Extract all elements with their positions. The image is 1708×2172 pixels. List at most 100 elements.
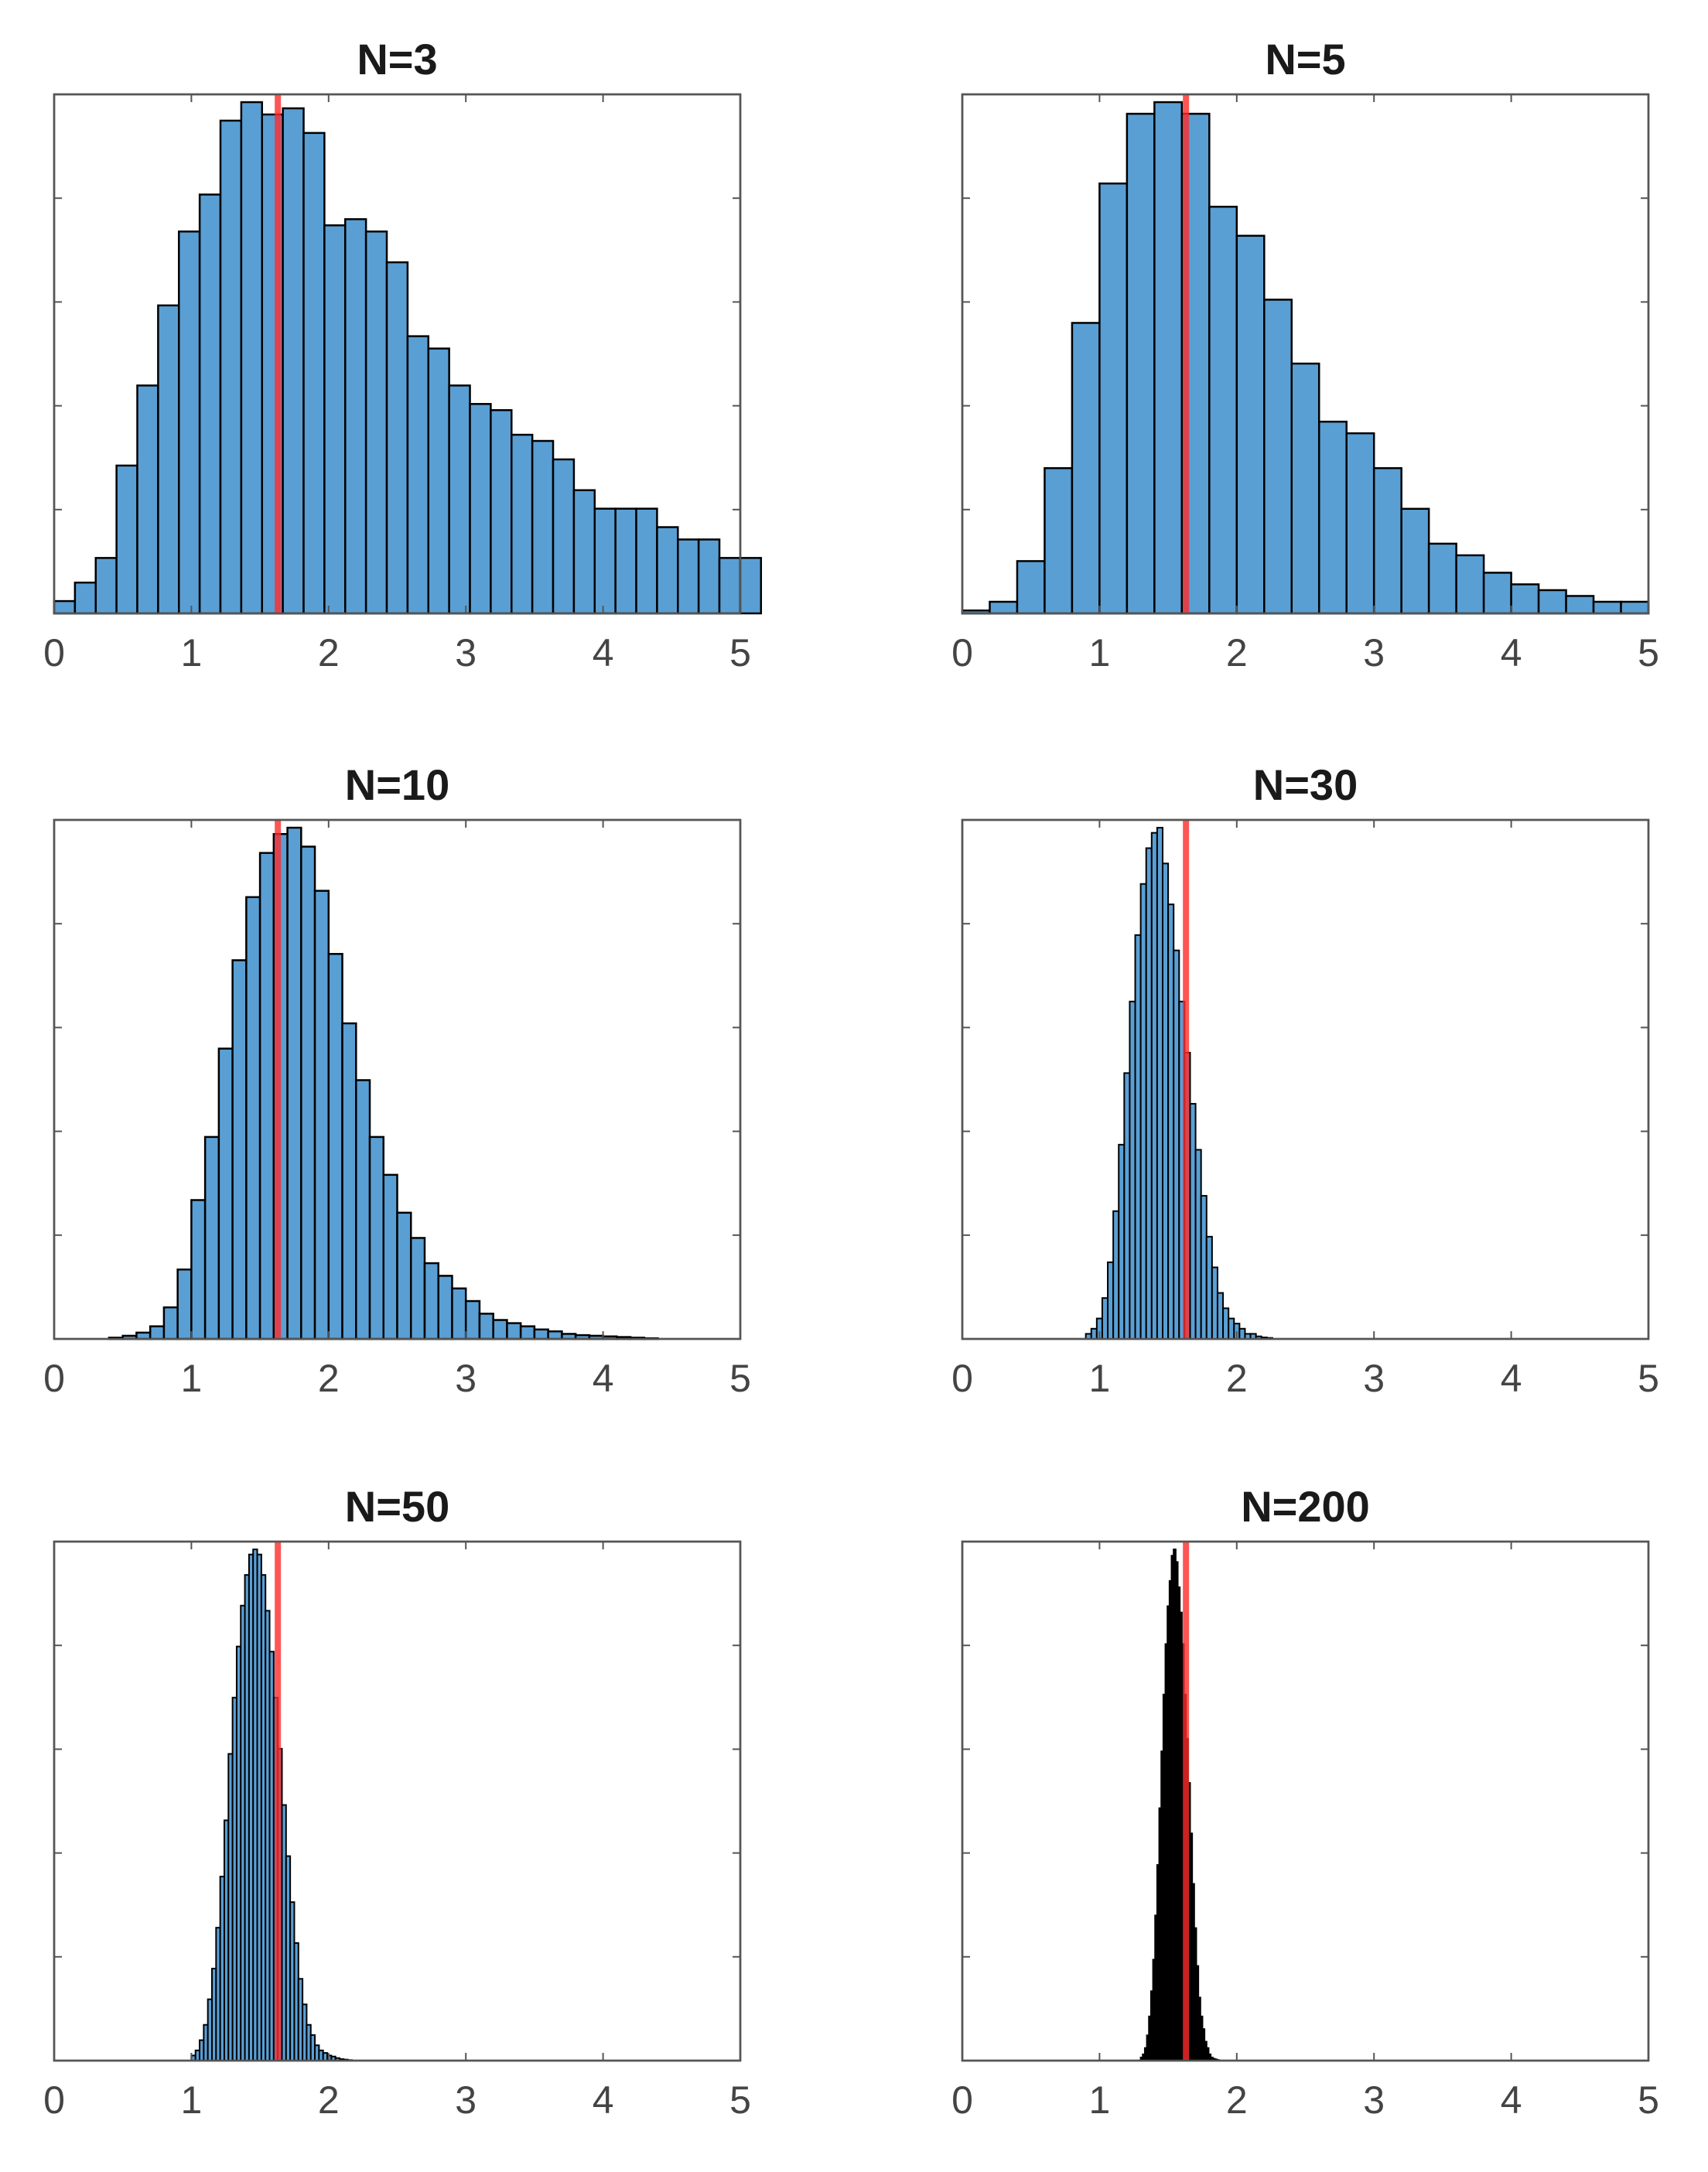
histogram-bar [327, 953, 343, 1340]
histogram-bar [506, 1322, 522, 1340]
histogram-bar [1156, 827, 1164, 1340]
histogram-bar [1200, 1194, 1208, 1340]
histogram-bar [219, 119, 243, 615]
x-tick-label: 0 [951, 631, 973, 674]
histogram-bar [989, 600, 1019, 615]
histogram-bar [1162, 862, 1170, 1340]
x-tick-label: 3 [1363, 631, 1385, 674]
histogram-bar [1118, 1143, 1126, 1340]
histogram-bar [355, 1079, 371, 1340]
histogram-panel: N=50 0 1 2 3 4 5 [43, 1482, 751, 2122]
histogram-bar [258, 852, 275, 1340]
x-tick-label: 4 [593, 2078, 614, 2122]
histogram-bar [635, 507, 658, 615]
histogram-bar [364, 231, 388, 615]
x-tick-label: 3 [455, 1357, 477, 1400]
x-tick-label: 1 [180, 631, 202, 674]
histogram-bar [245, 896, 261, 1340]
histogram-bar [115, 464, 138, 615]
histogram-bar [1150, 832, 1158, 1340]
histogram-panel: N=3 0 1 2 3 4 5 [43, 35, 763, 674]
histogram-bar [1167, 903, 1175, 1340]
x-tick-label: 0 [951, 1357, 973, 1400]
histogram-bar [1372, 466, 1402, 615]
x-tick-label: 5 [1638, 2078, 1659, 2122]
histogram-bar [217, 1047, 234, 1340]
histogram-bar [519, 1325, 536, 1340]
x-tick-label: 4 [593, 1357, 614, 1400]
histogram-bar [1565, 595, 1595, 615]
histogram-bar [282, 107, 305, 615]
histogram-bar [240, 101, 264, 615]
x-tick-label: 0 [43, 1357, 65, 1400]
histogram-bar [382, 1173, 398, 1340]
histogram-bar [176, 1268, 193, 1340]
histogram-bar [323, 224, 347, 615]
histogram-bar [451, 1287, 467, 1340]
histogram-bar [552, 458, 576, 615]
x-tick-label: 3 [1363, 1357, 1385, 1400]
axes-frame [53, 1540, 742, 2062]
axes-border [53, 1540, 742, 2062]
x-tick-label: 5 [729, 1357, 751, 1400]
axes-border [53, 818, 742, 1340]
histogram-bar [190, 1199, 207, 1340]
histogram-bar [1510, 583, 1540, 615]
axes-border [53, 93, 742, 615]
histogram-bar [157, 304, 180, 615]
histogram-bar [427, 347, 450, 615]
histogram-bar [178, 231, 201, 615]
histogram-bar [53, 599, 77, 615]
histogram-bar [677, 538, 700, 615]
histogram-bar [409, 1237, 426, 1340]
histogram-bar [136, 384, 159, 615]
x-tick-label: 2 [318, 631, 340, 674]
histogram-bar [448, 384, 471, 615]
histogram-panel: N=5 0 1 2 3 4 5 [951, 35, 1659, 674]
histogram-bar [1263, 299, 1293, 615]
x-tick-label: 5 [1638, 631, 1659, 674]
histogram-bar [1090, 1327, 1098, 1340]
histogram-bar [1238, 1327, 1246, 1340]
x-tick-label: 4 [593, 631, 614, 674]
x-tick-label: 3 [455, 631, 477, 674]
histogram-bar [423, 1262, 439, 1340]
histogram-bar [1290, 362, 1320, 615]
histogram-bar [162, 1306, 179, 1340]
panel-title: N=50 [345, 1482, 449, 1531]
x-tick-label: 5 [729, 631, 751, 674]
histogram-panel: N=200 0 1 2 3 4 5 [951, 1482, 1659, 2122]
x-tick-label: 1 [1088, 631, 1110, 674]
histogram-bar [1208, 206, 1238, 615]
histogram-bar [739, 557, 763, 615]
histogram-bar [1126, 112, 1156, 615]
histogram-bar [614, 507, 637, 615]
x-tick-label: 2 [318, 1357, 340, 1400]
x-tick-label: 4 [1501, 1357, 1522, 1400]
histogram-bar [94, 557, 118, 615]
histogram-bar [1194, 1149, 1202, 1340]
histogram-bar [73, 581, 97, 615]
histogram-bar [1620, 600, 1650, 615]
histogram-bar [1482, 572, 1512, 615]
x-tick-label: 4 [1501, 2078, 1522, 2122]
histogram-bar [593, 507, 617, 615]
histogram-bar [1112, 1210, 1120, 1340]
histogram-bar [1228, 1317, 1235, 1340]
histogram-bar [313, 890, 330, 1340]
panel-title: N=10 [345, 760, 449, 809]
histogram-bar [1427, 542, 1457, 615]
histogram-bar [697, 538, 721, 615]
histogram-bar [149, 1325, 166, 1340]
histogram-bar [1235, 234, 1266, 615]
histogram-bar [1016, 560, 1046, 615]
x-tick-label: 2 [1226, 631, 1248, 674]
x-tick-label: 4 [1501, 631, 1522, 674]
histogram-bar [1129, 1000, 1136, 1340]
histogram-bar [533, 1328, 549, 1340]
histogram-bar [437, 1275, 453, 1340]
histogram-bar [1455, 554, 1485, 615]
histogram-bar [1205, 1235, 1213, 1340]
histogram-bar [531, 439, 555, 615]
